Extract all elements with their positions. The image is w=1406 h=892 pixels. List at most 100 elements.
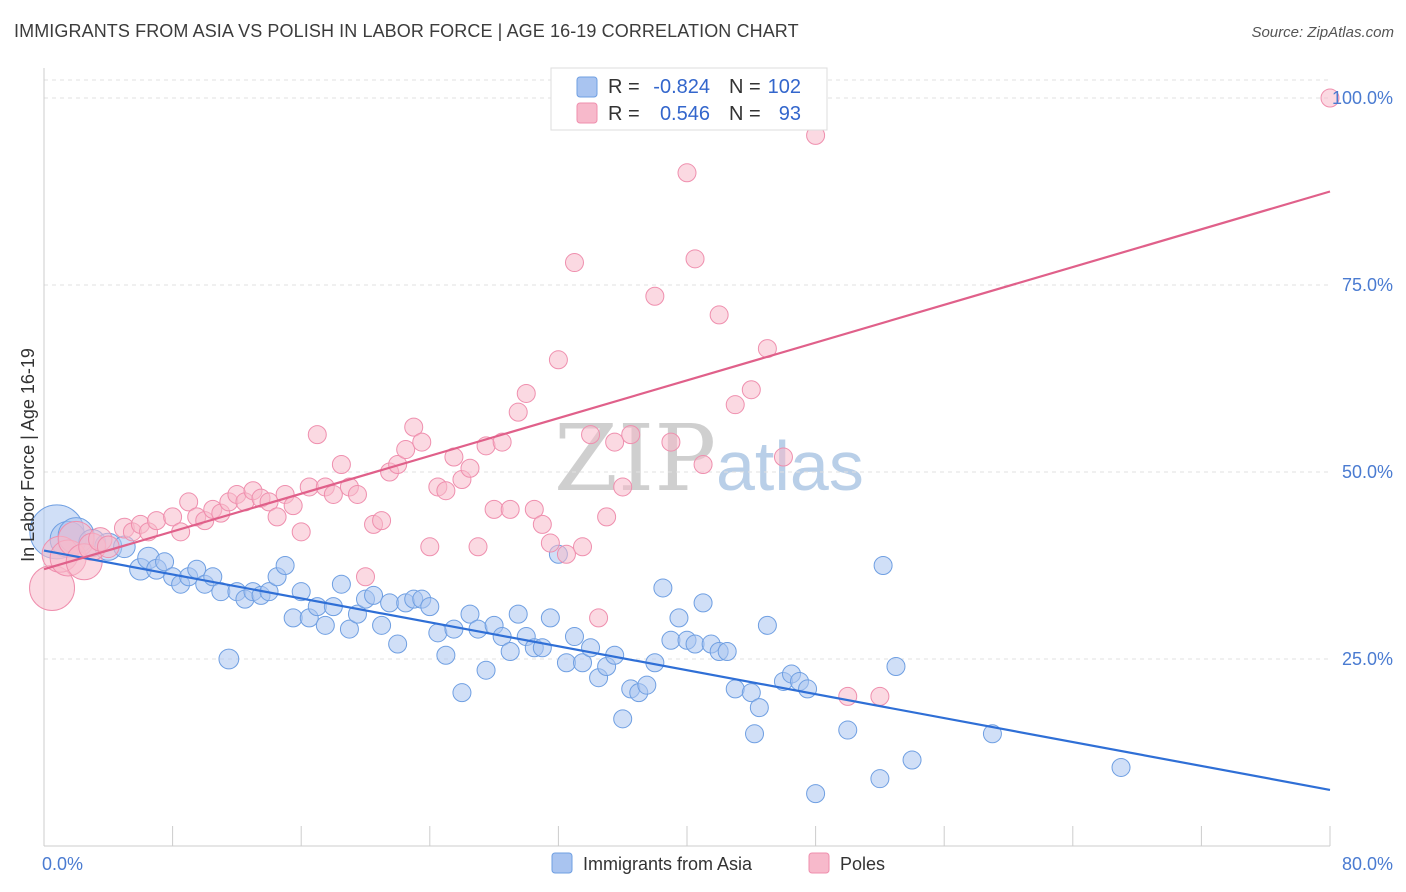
poles-point: [323, 484, 343, 504]
asia-point: [331, 574, 351, 594]
asia-point: [339, 619, 359, 639]
asia-point: [661, 630, 681, 650]
asia-point: [315, 615, 335, 635]
poles-point: [621, 425, 641, 445]
asia-point: [798, 679, 818, 699]
poles-point: [283, 496, 303, 516]
asia-point: [741, 683, 761, 703]
asia-point: [364, 585, 384, 605]
poles-point: [267, 507, 287, 527]
stats-r-value-asia: -0.824: [653, 76, 710, 98]
legend-label-poles: Poles: [840, 854, 885, 874]
asia-point: [380, 593, 400, 613]
poles-point: [468, 537, 488, 557]
poles-point: [564, 253, 584, 273]
stats-n-label-poles: N =: [729, 103, 761, 125]
poles-point: [291, 522, 311, 542]
y-tick-label: 50.0%: [1342, 462, 1393, 482]
poles-point: [613, 477, 633, 497]
asia-point: [613, 709, 633, 729]
chart-source: Source: ZipAtlas.com: [1251, 24, 1394, 41]
watermark-atlas: atlas: [716, 427, 864, 505]
poles-point: [347, 484, 367, 504]
poles-point: [540, 533, 560, 553]
poles-point: [372, 511, 392, 531]
poles-point: [516, 383, 536, 403]
legend-swatch-poles: [808, 852, 830, 874]
asia-point: [870, 769, 890, 789]
legend-label-asia: Immigrants from Asia: [583, 854, 753, 874]
poles-point: [420, 537, 440, 557]
watermark-zip: ZIP: [554, 405, 716, 512]
poles-point: [548, 350, 568, 370]
poles-point: [709, 305, 729, 325]
asia-point: [452, 683, 472, 703]
poles-point: [677, 163, 697, 183]
poles-point: [741, 380, 761, 400]
stats-n-value-asia: 102: [768, 76, 801, 98]
trend-lines: [43, 190, 1331, 791]
poles-point: [147, 511, 167, 531]
asia-point: [653, 578, 673, 598]
poles-point: [573, 537, 593, 557]
poles-point: [589, 608, 609, 628]
poles-point: [605, 432, 625, 452]
y-tick-label: 25.0%: [1342, 649, 1393, 669]
poles-point: [412, 432, 432, 452]
stats-r-value-poles: 0.546: [660, 103, 710, 125]
y-tick-label: 100.0%: [1332, 88, 1393, 108]
poles-point: [725, 395, 745, 415]
asia-point: [1111, 757, 1131, 777]
asia-point: [573, 653, 593, 673]
asia-point: [500, 642, 520, 662]
asia-point: [218, 648, 240, 670]
poles-point: [436, 481, 456, 501]
axes: [43, 68, 1331, 847]
asia-point: [669, 608, 689, 628]
poles-point: [179, 492, 199, 512]
poles-point: [597, 507, 617, 527]
asia-point: [693, 593, 713, 613]
asia-point: [476, 660, 496, 680]
y-tick-labels: 25.0% 50.0% 75.0% 100.0%: [1332, 88, 1393, 669]
asia-point: [540, 608, 560, 628]
asia-point: [873, 556, 893, 575]
poles-point: [163, 507, 183, 527]
asia-point: [637, 675, 657, 695]
poles-point: [500, 499, 520, 519]
asia-point: [428, 623, 448, 643]
chart-title: IMMIGRANTS FROM ASIA VS POLISH IN LABOR …: [14, 21, 799, 41]
asia-point: [886, 656, 906, 676]
asia-point: [436, 645, 456, 665]
asia-point: [388, 634, 408, 654]
series-legend: Immigrants from Asia Poles: [551, 852, 885, 874]
poles-point: [97, 535, 120, 559]
trend-line-asia: [43, 549, 1331, 791]
poles-point: [661, 432, 681, 452]
poles-point: [396, 440, 416, 460]
asia-point: [420, 597, 440, 617]
y-tick-label: 75.0%: [1342, 275, 1393, 295]
stats-r-label-asia: R =: [608, 76, 640, 98]
asia-point: [685, 634, 705, 654]
poles-point: [460, 458, 480, 478]
x-tick-labels: 0.0% 80.0%: [42, 854, 1393, 874]
poles-point: [532, 514, 552, 534]
poles-point: [492, 432, 512, 452]
asia-point: [155, 552, 175, 572]
poles-point: [356, 567, 375, 587]
asia-point: [283, 608, 303, 628]
stats-swatch-poles: [576, 102, 598, 124]
asia-point: [556, 653, 576, 673]
asia-point: [902, 750, 922, 770]
stats-n-label-asia: N =: [729, 76, 761, 98]
asia-point: [291, 582, 311, 602]
asia-point: [564, 627, 584, 647]
trend-line-poles: [43, 190, 1331, 571]
x-tick-label: 80.0%: [1342, 854, 1393, 874]
asia-point: [838, 720, 858, 740]
asia-point: [749, 698, 769, 718]
asia-point: [982, 724, 1002, 744]
legend-swatch-asia: [551, 852, 573, 874]
